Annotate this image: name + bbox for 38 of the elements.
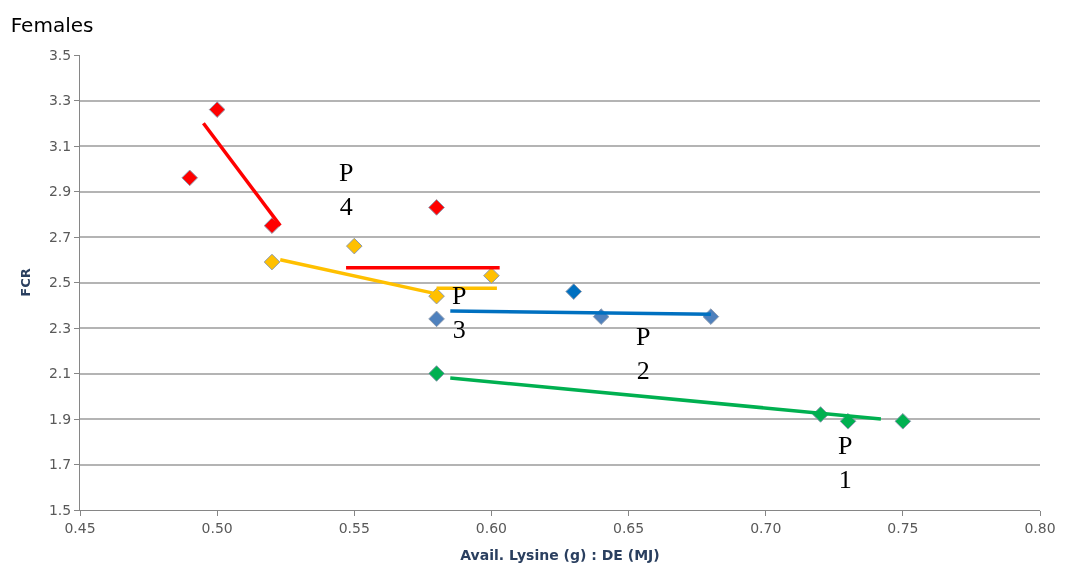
annotation: P 4 [339,158,354,221]
x-tick-label: 0.60 [475,519,508,536]
point [263,253,281,271]
point [894,412,912,430]
y-axis-title: FCR [17,268,33,297]
chart-title: Females [10,12,94,37]
x-tick-label: 0.45 [64,519,96,536]
x-tick-label: 0.80 [1024,519,1056,536]
y-tick-label: 3.1 [48,137,72,154]
point [428,310,445,328]
y-tick-label: 1.7 [48,456,72,473]
x-tick-label: 0.50 [201,519,233,536]
x-axis-title: Avail. Lysine (g) : DE (MJ) [460,547,660,564]
y-tick-label: 3.5 [48,46,72,63]
point [565,283,583,300]
x-tick-label: 0.70 [750,519,782,536]
annotation: P 2 [636,322,651,385]
y-tick-label: 2.9 [48,183,72,200]
y-tick-label: 1.5 [48,501,72,518]
y-tick-label: 2.3 [48,319,72,336]
point [483,267,500,284]
point [345,237,363,255]
point [428,287,445,305]
x-tick-label: 0.55 [338,519,370,536]
annotation: P 1 [838,431,853,494]
y-tick-label: 2.1 [48,365,72,382]
x-tick-label: 0.65 [612,519,645,536]
x-tick-label: 0.75 [887,519,919,536]
point [208,101,226,118]
y-tick-label: 2.7 [48,228,72,245]
point [428,199,445,216]
point [428,365,445,382]
point [181,169,199,187]
y-tick-label: 3.3 [48,92,72,109]
y-tick-label: 2.5 [48,274,72,291]
y-tick-label: 1.9 [48,410,72,427]
point [263,217,281,234]
annotation: P 3 [452,281,467,344]
